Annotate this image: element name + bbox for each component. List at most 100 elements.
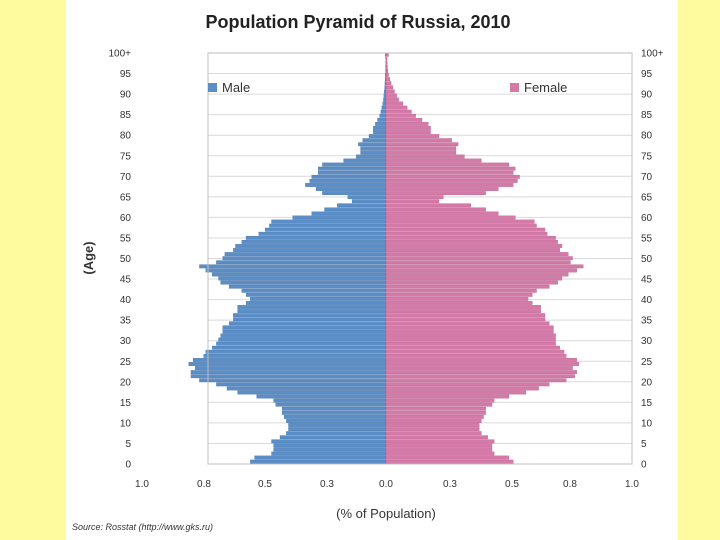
female-bar (385, 60, 388, 65)
male-bar (309, 178, 387, 183)
female-bar (385, 447, 493, 452)
female-bar (385, 252, 569, 257)
female-bar (385, 227, 546, 232)
y-tick-label-left: 35 (120, 316, 132, 327)
y-tick-label-right: 95 (641, 69, 653, 80)
male-bar (188, 362, 387, 366)
male-bar (271, 219, 387, 224)
female-bar (385, 248, 560, 252)
male-bar (288, 423, 387, 427)
female-bar (385, 333, 556, 338)
male-bar (190, 370, 387, 375)
female-bar (385, 419, 482, 423)
female-bar (385, 183, 514, 187)
male-bar (216, 341, 387, 346)
female-bar (385, 150, 457, 155)
female-bar (385, 386, 539, 391)
x-tick-label: 0.5 (505, 479, 519, 490)
y-tick-label-right: 20 (641, 377, 653, 388)
female-bar (385, 301, 533, 305)
y-tick-label-right: 65 (641, 192, 653, 203)
female-bar (385, 358, 577, 362)
female-bar (385, 345, 560, 350)
female-bar (385, 362, 580, 366)
male-bar (360, 146, 387, 151)
female-bar (385, 288, 537, 293)
female-bar (385, 244, 563, 248)
male-bar (228, 284, 387, 289)
male-bar (351, 199, 387, 204)
female-bar (385, 203, 471, 208)
x-tick-label: 1.0 (135, 479, 149, 490)
male-bar (250, 297, 387, 301)
y-tick-label-right: 75 (641, 151, 653, 162)
y-tick-label-right: 45 (641, 275, 653, 286)
male-bar (205, 268, 387, 273)
female-bar (385, 81, 392, 86)
plot-border (207, 52, 633, 465)
female-bar (385, 268, 577, 273)
male-bar (383, 93, 387, 98)
male-bar (233, 248, 387, 252)
male-bar (379, 113, 387, 118)
legend-female: Female (510, 80, 567, 95)
y-tick-label-right: 15 (641, 398, 653, 409)
male-bar (241, 240, 387, 244)
female-bar (385, 390, 527, 395)
female-bar (385, 378, 567, 383)
y-tick-label-right: 30 (641, 336, 653, 347)
male-bar (271, 451, 387, 456)
y-axis-label: (Age) (81, 241, 96, 274)
female-bar (385, 423, 480, 427)
male-bar (216, 260, 387, 265)
male-bar (368, 134, 387, 139)
female-bar (385, 394, 510, 399)
female-bar (385, 443, 493, 448)
male-bar (305, 183, 387, 187)
male-bar (356, 154, 387, 159)
y-tick-label-right: 25 (641, 357, 653, 368)
y-tick-label-right: 100+ (641, 49, 664, 60)
y-tick-label-left: 90 (120, 90, 132, 101)
female-bar (385, 256, 573, 261)
female-bar (385, 398, 495, 403)
female-bar (385, 280, 558, 285)
female-bar (385, 93, 397, 98)
y-tick-label-right: 85 (641, 110, 653, 121)
x-tick-label: 0.3 (443, 479, 457, 490)
chart-title: Population Pyramid of Russia, 2010 (205, 12, 510, 32)
female-bar (385, 195, 444, 200)
male-bar (275, 402, 387, 407)
y-tick-label-left: 75 (120, 151, 132, 162)
male-bar (212, 345, 387, 350)
y-tick-label-left: 45 (120, 275, 132, 286)
female-bar (385, 374, 575, 379)
male-bar (322, 162, 387, 167)
male-bar (343, 158, 387, 163)
male-bar (258, 231, 387, 236)
male-bar (373, 130, 387, 134)
male-bar (245, 235, 387, 240)
male-bar (383, 97, 387, 102)
female-bar (385, 415, 484, 419)
legend-female-swatch (510, 83, 519, 92)
female-bar (385, 317, 546, 322)
male-bar (311, 174, 387, 179)
male-bar (315, 187, 387, 191)
y-tick-label-right: 40 (641, 295, 653, 306)
female-bar (385, 65, 388, 69)
female-bar (385, 85, 393, 90)
legend-male-swatch (208, 83, 217, 92)
female-bar (385, 166, 516, 171)
y-tick-label-left: 25 (120, 357, 132, 368)
y-tick-label-right: 0 (641, 460, 647, 471)
female-bar (385, 455, 510, 460)
male-bar (324, 207, 387, 212)
x-tick-label: 0.5 (258, 479, 272, 490)
male-bar (380, 109, 387, 114)
male-bar (318, 166, 387, 171)
male-bar (222, 256, 387, 261)
y-tick-label-left: 80 (120, 131, 132, 142)
female-bar (385, 284, 550, 289)
y-tick-label-left: 20 (120, 377, 132, 388)
